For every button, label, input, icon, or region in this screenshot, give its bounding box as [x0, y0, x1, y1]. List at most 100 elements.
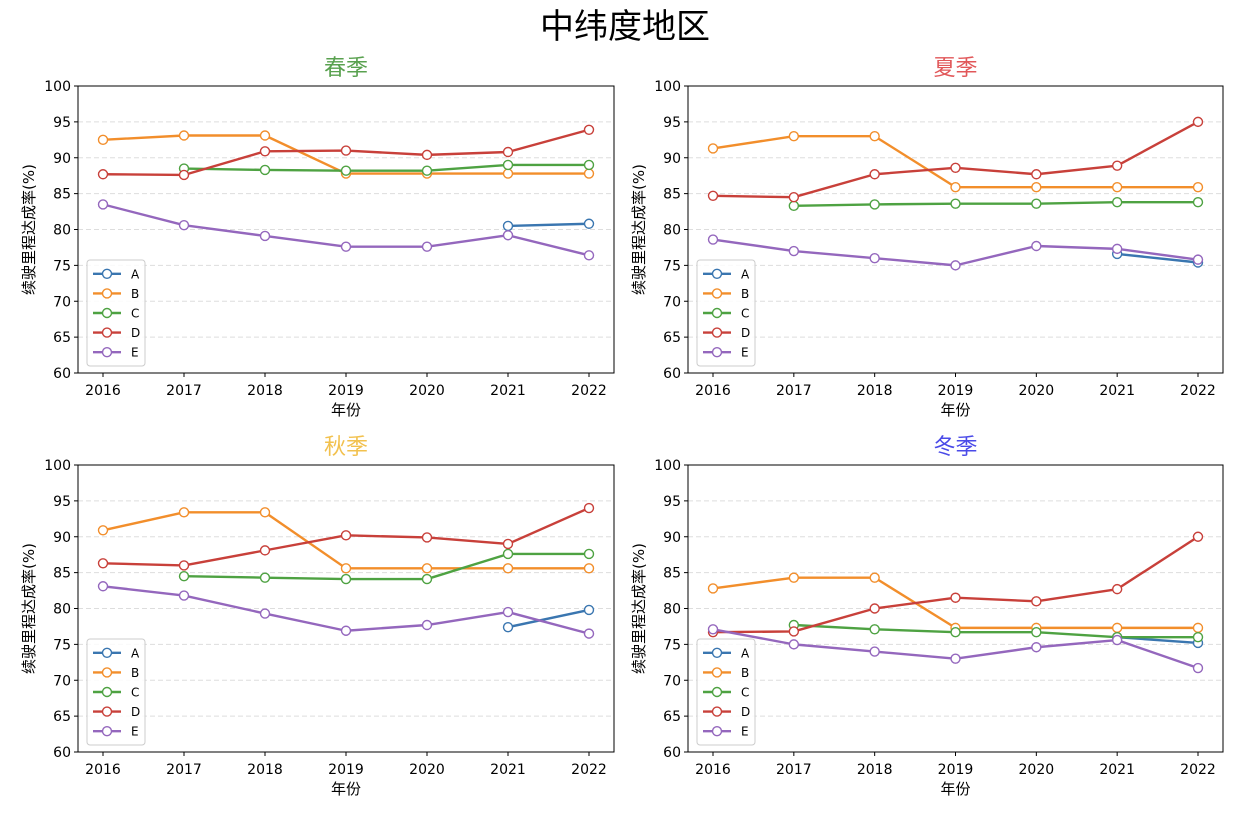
- data-point-C: [421, 165, 433, 176]
- y-tick-label: 95: [663, 115, 681, 131]
- data-point-B: [178, 507, 190, 518]
- x-tick-label: 2022: [1180, 383, 1216, 399]
- data-point-E: [583, 250, 595, 261]
- y-tick-label: 95: [53, 494, 71, 510]
- x-tick-label: 2019: [938, 762, 974, 778]
- subplot-title: 春季: [324, 56, 368, 81]
- data-point-D: [421, 532, 433, 543]
- legend-marker-C: [711, 307, 723, 319]
- y-tick-label: 90: [663, 151, 681, 167]
- x-tick-label: 2018: [857, 762, 893, 778]
- data-point-C: [502, 548, 514, 560]
- legend-marker-C: [101, 686, 113, 698]
- data-point-C: [340, 165, 352, 176]
- data-point-D: [259, 146, 271, 157]
- data-point-B: [340, 563, 352, 574]
- legend-label-C: C: [741, 307, 749, 321]
- subplot-title: 秋季: [324, 435, 368, 460]
- data-point-D: [1192, 116, 1204, 128]
- y-tick-label: 75: [53, 637, 71, 653]
- data-point-D: [340, 530, 352, 541]
- data-point-E: [259, 608, 271, 619]
- y-tick-label: 75: [53, 258, 71, 274]
- data-point-B: [502, 168, 514, 179]
- y-tick-label: 90: [53, 151, 71, 167]
- legend-label-B: B: [741, 287, 749, 301]
- data-point-E: [707, 234, 719, 245]
- data-point-C: [178, 571, 190, 582]
- data-point-D: [1192, 531, 1204, 542]
- legend-marker-A: [711, 268, 723, 279]
- data-point-A: [583, 218, 595, 229]
- data-point-B: [1111, 181, 1123, 193]
- y-tick-label: 65: [53, 330, 71, 346]
- y-tick-label: 100: [44, 458, 71, 474]
- data-point-D: [502, 146, 514, 158]
- series-line-A: [507, 222, 590, 228]
- data-point-E: [1192, 254, 1204, 265]
- legend-label-A: A: [131, 646, 140, 660]
- x-tick-label: 2017: [166, 762, 202, 778]
- x-axis-label: 年份: [940, 401, 970, 419]
- legend-marker-A: [101, 647, 113, 658]
- x-tick-label: 2020: [409, 762, 445, 778]
- legend-marker-C: [101, 307, 113, 319]
- data-point-B: [583, 563, 595, 574]
- data-point-E: [788, 639, 800, 650]
- data-point-B: [1111, 622, 1123, 634]
- x-tick-label: 2016: [85, 762, 121, 778]
- legend-label-D: D: [131, 326, 140, 340]
- data-point-E: [178, 219, 190, 231]
- subplot-1: 60 65 70 75 80 85 90 95 100 2016 2017 2018 2019 2020 2…: [20, 56, 615, 419]
- data-point-D: [178, 560, 190, 571]
- y-tick-label: 95: [53, 115, 71, 131]
- y-tick-label: 85: [663, 566, 681, 582]
- legend-marker-D: [711, 327, 723, 338]
- y-tick-label: 65: [663, 330, 681, 346]
- subplot-title: 夏季: [933, 56, 977, 81]
- data-point-D: [1111, 160, 1123, 171]
- legend-label-E: E: [741, 725, 749, 739]
- data-point-B: [583, 168, 595, 179]
- data-point-B: [1192, 181, 1204, 193]
- x-tick-label: 2021: [490, 383, 526, 399]
- data-point-E: [259, 230, 271, 242]
- y-tick-label: 70: [663, 673, 681, 689]
- data-point-D: [583, 124, 595, 135]
- x-axis-label: 年份: [940, 780, 970, 798]
- legend-label-B: B: [131, 666, 139, 680]
- data-point-E: [502, 606, 514, 618]
- data-point-B: [97, 134, 109, 146]
- data-point-B: [1192, 622, 1204, 634]
- legend-marker-E: [711, 726, 723, 737]
- legend-label-B: B: [741, 666, 749, 680]
- data-point-D: [259, 545, 271, 556]
- y-axis-label: 续驶里程达成率(%): [630, 543, 648, 674]
- y-tick-label: 70: [53, 673, 71, 689]
- series-line-C: [183, 163, 589, 172]
- data-point-B: [707, 583, 719, 594]
- data-point-E: [340, 241, 352, 252]
- data-point-E: [340, 625, 352, 636]
- y-tick-label: 95: [663, 494, 681, 510]
- data-point-C: [1111, 197, 1123, 208]
- data-point-E: [1111, 243, 1123, 255]
- data-point-D: [707, 190, 719, 201]
- y-tick-label: 60: [53, 745, 71, 761]
- data-point-E: [1111, 634, 1123, 646]
- subplot-title: 冬季: [933, 435, 977, 460]
- data-point-B: [1031, 181, 1042, 193]
- data-point-C: [340, 573, 352, 585]
- data-point-D: [869, 603, 880, 614]
- legend-marker-D: [101, 706, 113, 717]
- data-point-B: [788, 131, 800, 142]
- data-point-B: [950, 181, 961, 193]
- data-point-D: [583, 502, 595, 514]
- x-tick-label: 2016: [85, 383, 121, 399]
- legend-marker-A: [711, 647, 723, 658]
- y-tick-label: 90: [53, 530, 71, 546]
- legend-label-A: A: [741, 646, 750, 660]
- data-point-E: [788, 245, 800, 257]
